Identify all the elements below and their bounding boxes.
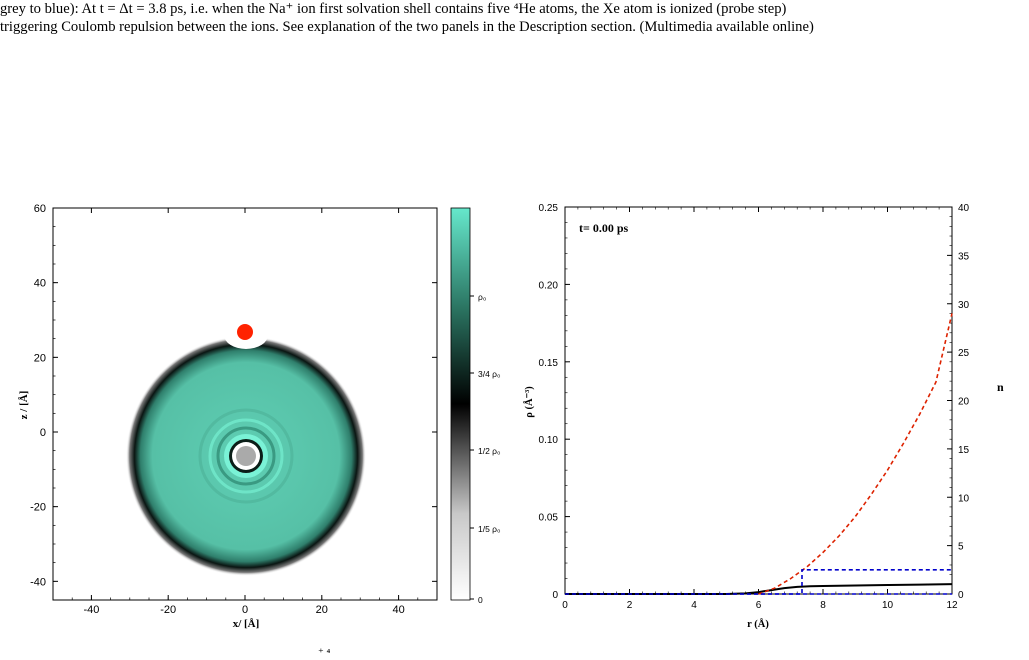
chart-y2tick-label: 35 — [958, 251, 970, 262]
shell-step-line — [565, 568, 952, 595]
integrated-number-line — [758, 313, 953, 595]
map-xtick-label: -40 — [83, 604, 99, 616]
chart-y2label: n — [997, 380, 1004, 394]
map-xtick-label: 40 — [392, 604, 404, 616]
chart-series — [565, 313, 953, 595]
chart-ytick-label: 0.05 — [539, 513, 559, 524]
density-profile-chart: 0 2 4 6 8 10 1200.050.100.150.200.250510152025… — [523, 203, 1004, 630]
chart-ytick-label: 0.10 — [539, 435, 559, 446]
map-ytick-label: 60 — [34, 203, 46, 215]
chart-ytick-label: 0.25 — [539, 203, 559, 214]
chart-y2tick-label: 20 — [958, 397, 970, 408]
caption-line-2: triggering Coulomb repulsion between the… — [0, 19, 814, 35]
chart-xtick-label: 8 — [820, 600, 826, 611]
map-ytick-label: 0 — [40, 427, 46, 439]
figure-caption: grey to blue): At t = Δt = 3.8 ps, i.e. … — [0, 0, 1029, 36]
colorbar-label-1-5: 1/5 ρ₀ — [478, 524, 501, 534]
map-xtick-label: 0 — [242, 604, 248, 616]
density-ripple — [216, 426, 276, 486]
chart-xtick-label: 0 — [562, 600, 568, 611]
colorbar-label-rho0: ρ₀ — [478, 292, 487, 302]
chart-ytick-label: 0.20 — [539, 280, 559, 291]
colorbar-label-zero: 0 — [478, 595, 483, 605]
caption-line-1: grey to blue): At t = Δt = 3.8 ps, i.e. … — [0, 1, 787, 17]
map-xtick-label: -20 — [160, 604, 176, 616]
density-ripple — [208, 418, 284, 494]
map-xlabel: x/ [Å] — [233, 618, 260, 630]
map-axes: -40 -20 0 20 40 60 40 20 0 -20 -40 — [30, 203, 438, 616]
chart-xtick-label: 2 — [627, 600, 633, 611]
density-ripple — [198, 408, 294, 504]
chart-xtick-label: 12 — [946, 600, 958, 611]
chart-ytick-label: 0.15 — [539, 358, 559, 369]
chart-frame — [564, 206, 953, 595]
chart-y2tick-label: 5 — [958, 542, 964, 553]
chart-xtick-label: 6 — [756, 600, 762, 611]
chart-y2tick-label: 15 — [958, 445, 970, 456]
map-ytick-label: 40 — [34, 278, 46, 290]
map-ylabel: z / [Å] — [18, 391, 30, 420]
map-ytick-label: -40 — [30, 576, 46, 588]
chart-ylabel: ρ (Å⁻³) — [523, 386, 535, 418]
map-ytick-label: 20 — [34, 352, 46, 364]
chart-y2tick-label: 30 — [958, 300, 970, 311]
map-xtick-label: 20 — [316, 604, 328, 616]
chart-y2tick-label: 10 — [958, 493, 970, 504]
colorbar-label-3-4: 3/4 ρ₀ — [478, 369, 501, 379]
colorbar-label-1-2: 1/2 ρ₀ — [478, 446, 501, 456]
chart-xtick-label: 4 — [691, 600, 697, 611]
chart-y2tick-label: 0 — [958, 590, 964, 601]
density-profile-line — [565, 583, 953, 595]
chart-time-label: t= 0.00 ps — [579, 221, 629, 235]
map-ytick-label: -20 — [30, 502, 46, 514]
colorbar — [450, 207, 471, 601]
chart-xlabel: r (Å) — [747, 618, 769, 630]
chart-xtick-label: 10 — [882, 600, 894, 611]
xe-ion — [237, 324, 253, 340]
chart-y2tick-label: 40 — [958, 203, 970, 214]
colorbar-ticks — [470, 295, 474, 600]
next-caption-fragment: ⁺ ⁴ — [318, 647, 331, 659]
chart-y2tick-label: 25 — [958, 348, 970, 359]
chart-ytick-label: 0 — [552, 590, 558, 601]
na-ion — [236, 446, 256, 466]
